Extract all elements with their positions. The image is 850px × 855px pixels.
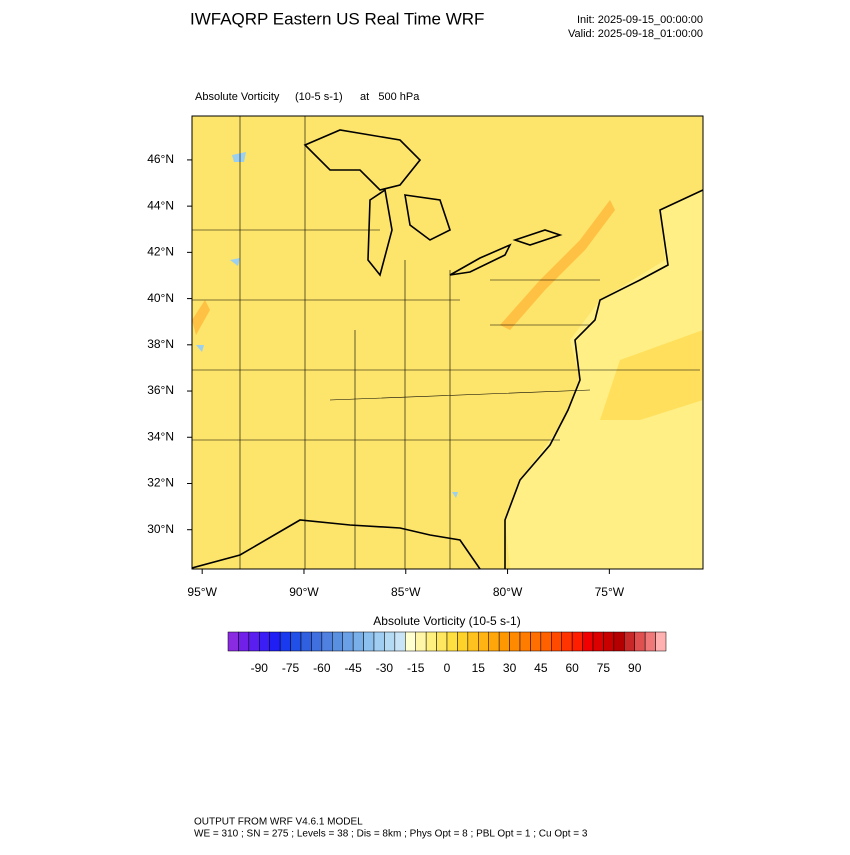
colorbar-box — [279, 631, 291, 652]
state-borders — [192, 116, 700, 569]
field-units: (10-5 s-1) — [295, 91, 343, 103]
colorbar-box — [300, 631, 312, 652]
colorbar-tick-label: 0 — [444, 661, 451, 675]
y-tick-label: 32°N — [147, 476, 174, 490]
x-tick-label: 90°W — [289, 585, 319, 599]
colorbar-box — [509, 631, 521, 652]
colorbar-box — [238, 631, 250, 652]
colorbar-box — [227, 631, 239, 652]
colorbar-box — [425, 631, 437, 652]
colorbar-box — [373, 631, 385, 652]
field-name: Absolute Vorticity — [195, 91, 280, 103]
y-tick-label: 42°N — [147, 245, 174, 259]
colorbar-tick-label: 30 — [503, 661, 517, 675]
colorbar-box — [624, 631, 635, 652]
gulf-coast — [192, 519, 481, 569]
map — [191, 115, 704, 570]
colorbar-box — [540, 631, 552, 652]
y-tick-label: 40°N — [147, 291, 174, 305]
colorbar-box — [571, 631, 583, 652]
lake-huron — [404, 194, 451, 241]
lake-superior — [303, 129, 422, 191]
colorbar-box — [436, 631, 448, 652]
y-tick-label: 38°N — [147, 337, 174, 351]
x-tick-label: 75°W — [595, 585, 625, 599]
init-time: Init: 2025-09-15_00:00:00 — [577, 14, 703, 26]
colorbar-box — [290, 631, 302, 652]
colorbar-tick-label: -45 — [344, 661, 362, 675]
colorbar-box — [592, 631, 604, 652]
colorbar-tick-label: 60 — [565, 661, 579, 675]
colorbar-box — [384, 631, 396, 652]
x-tick-label: 85°W — [391, 585, 421, 599]
ocean-band — [600, 330, 703, 420]
colorbar-tick-label: -90 — [251, 661, 269, 675]
colorbar-tick-label: 45 — [534, 661, 548, 675]
colorbar-title: Absolute Vorticity (10-5 s-1) — [373, 614, 520, 628]
y-tick-label: 30°N — [147, 522, 174, 536]
y-tick-label: 36°N — [147, 383, 174, 397]
colorbar-box — [321, 631, 333, 652]
colorbar-box — [311, 631, 323, 652]
colorbar-box — [613, 631, 625, 652]
footer-line: OUTPUT FROM WRF V4.6.1 MODEL — [194, 817, 363, 828]
x-tick-label: 95°W — [187, 585, 217, 599]
colorbar-box — [498, 631, 510, 652]
valid-time: Valid: 2025-09-18_01:00:00 — [568, 28, 703, 40]
coastline — [504, 189, 703, 569]
colorbar-tick-label: 75 — [597, 661, 611, 675]
vorticity-streak — [192, 300, 210, 335]
colorbar-box — [582, 631, 594, 652]
colorbar-box — [332, 631, 343, 652]
colorbar-box — [478, 631, 489, 652]
ocean — [505, 190, 703, 569]
lake-ontario — [512, 229, 563, 246]
colorbar-tick-label: -75 — [282, 661, 300, 675]
colorbar-tick-label: -60 — [313, 661, 331, 675]
x-tick-label: 80°W — [493, 585, 523, 599]
colorbar-box — [530, 631, 542, 652]
colorbar-box — [446, 631, 458, 652]
y-tick-label: 44°N — [147, 198, 174, 212]
colorbar-tick-label: 15 — [472, 661, 486, 675]
colorbar-box — [519, 631, 531, 652]
field-level: at 500 hPa — [360, 91, 420, 103]
colorbar-box — [655, 631, 667, 652]
colorbar-box — [248, 631, 260, 652]
title: IWFAQRP Eastern US Real Time WRF — [190, 9, 484, 28]
colorbar-box — [634, 631, 646, 652]
colorbar-box — [394, 631, 406, 652]
colorbar-box — [415, 631, 427, 652]
colorbar-box — [603, 631, 615, 652]
colorbar-box — [644, 631, 656, 652]
colorbar-box — [405, 631, 416, 652]
colorbar-tick-label: 90 — [628, 661, 642, 675]
y-tick-label: 34°N — [147, 429, 174, 443]
colorbar-box — [551, 631, 562, 652]
colorbar-box — [259, 631, 270, 652]
lake-michigan — [367, 188, 393, 277]
colorbar-box — [342, 631, 354, 652]
colorbar-box — [467, 631, 479, 652]
footer-line: WE = 310 ; SN = 275 ; Levels = 38 ; Dis … — [194, 829, 588, 840]
vorticity-streak — [500, 200, 615, 330]
colorbar-tick-label: -30 — [376, 661, 394, 675]
colorbar-tick-label: -15 — [407, 661, 425, 675]
map-frame — [191, 115, 704, 570]
colorbar-box — [457, 631, 469, 652]
colorbar-box — [488, 631, 500, 652]
colorbar-box — [352, 631, 364, 652]
colorbar-box — [269, 631, 281, 652]
colorbar-box — [561, 631, 573, 652]
lake-erie — [449, 243, 512, 276]
y-tick-label: 46°N — [147, 152, 174, 166]
colorbar-box — [363, 631, 375, 652]
